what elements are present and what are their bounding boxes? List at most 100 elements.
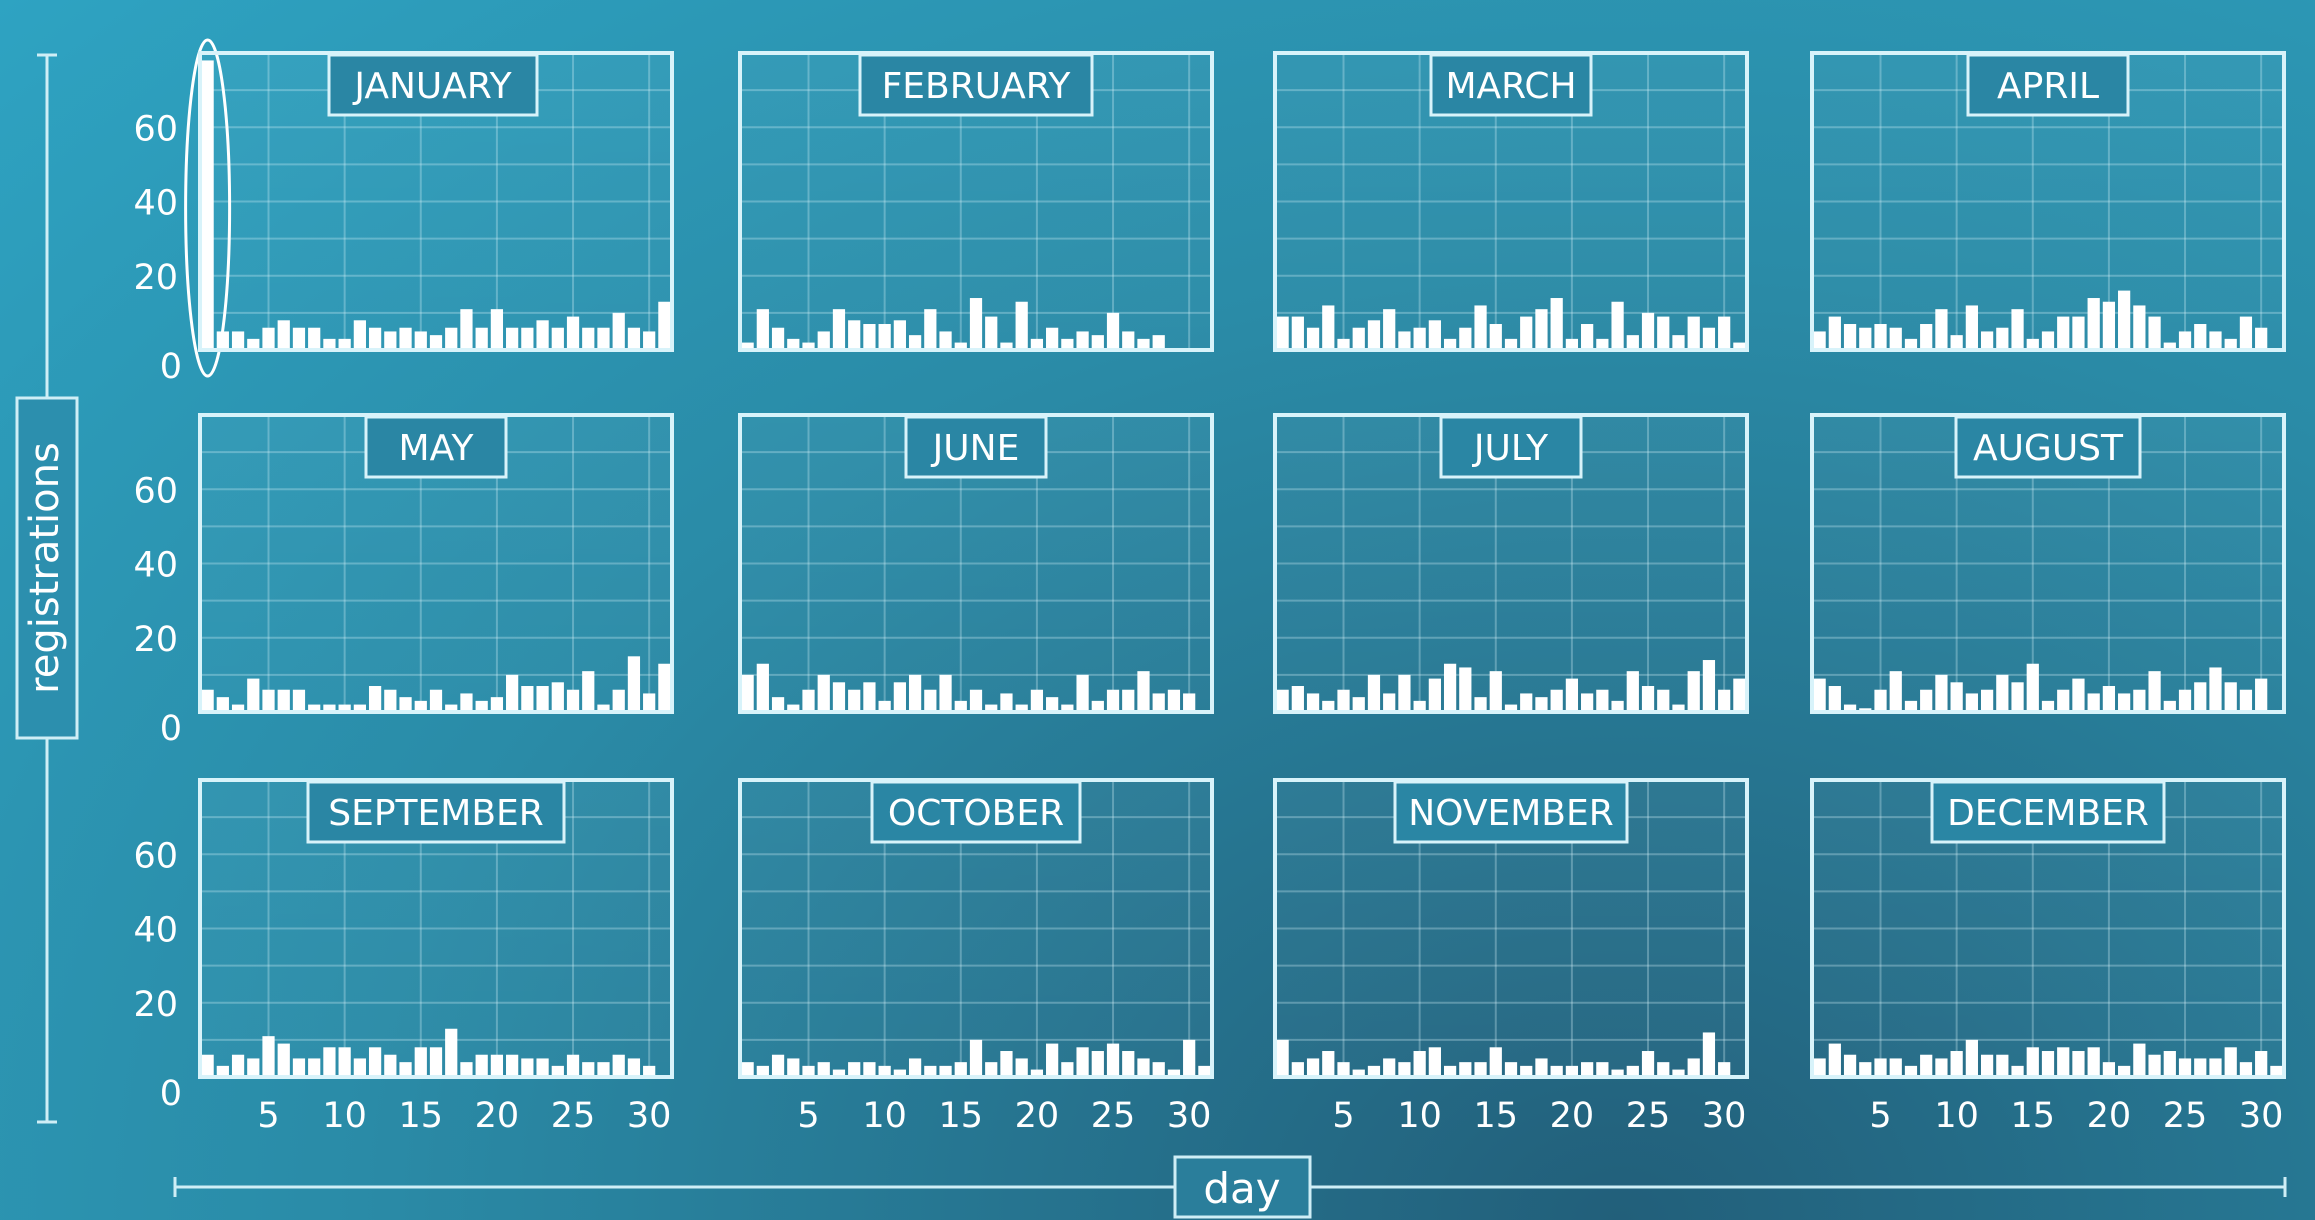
- bar-day-9: [863, 324, 876, 350]
- bar-day-28: [612, 312, 625, 350]
- bar-day-2: [1291, 686, 1304, 712]
- bar-day-26: [582, 1062, 595, 1077]
- bar-day-10: [878, 324, 891, 350]
- bar-day-3: [1843, 1054, 1857, 1077]
- bar-day-1: [201, 1054, 214, 1077]
- x-tick-label: 5: [1332, 1096, 1354, 1136]
- panel-title: JUNE: [931, 428, 1020, 469]
- bar-day-23: [1076, 331, 1089, 350]
- bar-day-8: [1920, 324, 1933, 350]
- bar-day-19: [1550, 1065, 1563, 1077]
- bar-day-8: [1383, 309, 1396, 350]
- bar-day-25: [566, 316, 580, 350]
- bar-day-8: [1920, 689, 1933, 712]
- bar-day-11: [1965, 305, 1978, 350]
- bar-day-30: [643, 331, 656, 350]
- bar-day-11: [1428, 1047, 1441, 1077]
- bar-day-7: [1367, 1065, 1381, 1077]
- bar-day-6: [1889, 671, 1902, 712]
- bar-day-1: [1813, 331, 1826, 350]
- panel-frame: [1273, 778, 1749, 1079]
- bar-day-6: [277, 1043, 290, 1077]
- bar-day-18: [2072, 316, 2085, 350]
- bar-day-10: [338, 338, 351, 350]
- panel-november: NOVEMBER 5 10 15 20 25 30: [1273, 778, 1749, 1136]
- bar-day-2: [1291, 1062, 1304, 1077]
- x-tick-label: 5: [1869, 1096, 1891, 1136]
- x-tick-label: 5: [257, 1096, 279, 1136]
- bar-day-13: [1459, 667, 1472, 712]
- bar-day-2: [1828, 1043, 1841, 1077]
- bar-day-3: [231, 704, 245, 712]
- bar-day-14: [1474, 305, 1487, 350]
- panel-title-box: [1954, 415, 2142, 479]
- bar-day-5: [1337, 1062, 1350, 1077]
- bar-day-30: [1718, 1062, 1731, 1077]
- bar-day-20: [1030, 689, 1044, 712]
- bar-day-5: [802, 689, 815, 712]
- bar-day-12: [1443, 663, 1457, 712]
- panel-title: MARCH: [1445, 66, 1576, 107]
- bar-day-12: [1980, 1054, 1994, 1077]
- bar-day-28: [1152, 1062, 1165, 1077]
- bar-day-24: [2163, 342, 2176, 350]
- panel-title-box: [1429, 53, 1593, 117]
- bar-day-7: [1904, 700, 1918, 712]
- bar-day-31: [1733, 678, 1746, 712]
- x-tick-label: 15: [1474, 1096, 1519, 1136]
- bar-day-13: [924, 689, 937, 712]
- bar-day-14: [2011, 682, 2024, 712]
- bar-day-16: [429, 689, 443, 712]
- bar-day-13: [384, 331, 397, 350]
- bar-day-23: [2148, 316, 2161, 350]
- month-panels: JANUARY 0 20 40 60 FEBRUARY MARCH APRIL MAY 0 20 40…: [133, 38, 2286, 1136]
- bar-day-13: [1459, 327, 1472, 350]
- bar-day-8: [848, 320, 861, 350]
- bar-day-6: [277, 689, 290, 712]
- panel-title: AUGUST: [1973, 428, 2124, 469]
- bar-day-31: [658, 663, 671, 712]
- bar-day-7: [1904, 1065, 1918, 1077]
- x-axis-label: day: [1173, 1155, 1312, 1219]
- bar-day-26: [1657, 689, 1670, 712]
- bar-day-19: [2087, 1047, 2100, 1077]
- bar-day-4: [787, 704, 800, 712]
- bar-day-21: [1581, 693, 1594, 712]
- panel-december: DECEMBER 5 10 15 20 25 30: [1810, 778, 2286, 1136]
- bar-day-4: [1322, 1051, 1335, 1077]
- bar-day-23: [536, 1058, 549, 1077]
- bar-day-21: [506, 1054, 519, 1077]
- bar-day-27: [1672, 704, 1685, 712]
- y-axis-label: registrations: [15, 396, 79, 740]
- x-tick-label: 15: [2011, 1096, 2056, 1136]
- bar-day-29: [1167, 1069, 1181, 1077]
- bar-day-21: [1581, 324, 1594, 350]
- bar-day-15: [1489, 671, 1502, 712]
- x-tick-label: 30: [627, 1096, 672, 1136]
- bar-day-25: [1106, 1043, 1120, 1077]
- panel-september: SEPTEMBER 0 20 40 60 5 10 15 20 25 30: [133, 778, 674, 1136]
- bar-day-21: [1046, 1043, 1059, 1077]
- bar-day-18: [460, 309, 473, 350]
- bar-day-9: [1398, 1062, 1411, 1077]
- bar-day-1: [1276, 1039, 1289, 1077]
- bar-day-13: [924, 1065, 937, 1077]
- bar-day-28: [612, 1054, 625, 1077]
- bar-day-15: [414, 331, 427, 350]
- bar-day-20: [490, 1054, 504, 1077]
- bar-day-3: [1306, 1058, 1320, 1077]
- bar-day-3: [771, 697, 785, 712]
- bar-day-17: [445, 1028, 458, 1077]
- bar-day-20: [490, 697, 504, 712]
- bar-day-30: [2255, 1051, 2268, 1077]
- bar-day-26: [1122, 689, 1135, 712]
- bar-day-15: [954, 1062, 967, 1077]
- bar-day-28: [612, 689, 625, 712]
- bar-day-10: [338, 1047, 351, 1077]
- bar-day-26: [1657, 316, 1670, 350]
- bar-day-27: [1137, 671, 1150, 712]
- bar-day-13: [384, 689, 397, 712]
- x-tick-label: 30: [1167, 1096, 1212, 1136]
- panel-title: OCTOBER: [888, 793, 1064, 834]
- bar-day-4: [1322, 700, 1335, 712]
